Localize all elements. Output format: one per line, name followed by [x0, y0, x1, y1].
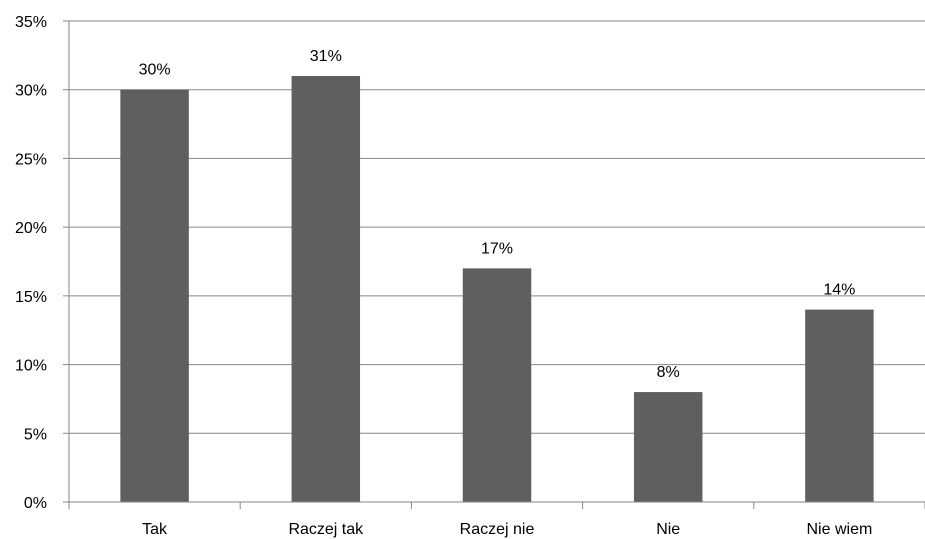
data-label: 17% — [481, 240, 513, 257]
bar — [805, 309, 874, 502]
y-tick-label: 15% — [15, 289, 47, 306]
labels: 0% 5% 10% 15% 20% 25% 30% 35% 30% Tak 31% Raczej ta… — [15, 14, 872, 538]
y-tick-label: 35% — [15, 14, 47, 31]
y-tick-label: 10% — [15, 358, 47, 375]
y-tick-label: 0% — [24, 495, 47, 512]
x-tick-label: Raczej nie — [460, 521, 535, 538]
x-tick-label: Tak — [142, 521, 168, 538]
y-tick-label: 5% — [24, 426, 47, 443]
data-label: 31% — [310, 48, 342, 65]
data-label: 8% — [657, 364, 680, 381]
x-tick-label: Nie — [656, 521, 680, 538]
bar — [291, 75, 361, 502]
bar — [462, 268, 532, 502]
data-label: 30% — [139, 62, 171, 79]
data-label: 14% — [823, 282, 855, 299]
axes — [63, 20, 925, 509]
x-tick-label: Nie wiem — [807, 521, 873, 538]
bar — [120, 89, 189, 502]
y-tick-label: 30% — [15, 83, 47, 100]
bars — [120, 75, 874, 502]
x-tick-label: Raczej tak — [288, 521, 364, 538]
y-tick-label: 20% — [15, 220, 47, 237]
bar — [633, 392, 703, 502]
y-tick-label: 25% — [15, 151, 47, 168]
